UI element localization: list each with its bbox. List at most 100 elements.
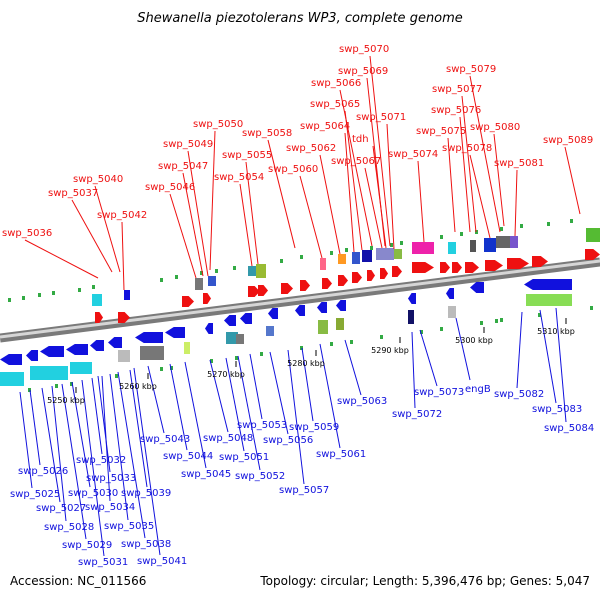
bottom-gene-label: swp_5048 <box>203 433 253 444</box>
feature-tick <box>495 319 498 323</box>
bottom-gene-arrow <box>224 315 236 326</box>
feature-tick <box>8 298 11 302</box>
leader-line <box>299 175 323 259</box>
leader-line <box>417 160 425 243</box>
feature-tick <box>160 278 163 282</box>
gene-block <box>236 334 244 344</box>
bottom-gene-label: swp_5073 <box>414 387 464 398</box>
feature-tick <box>330 251 333 255</box>
gene-block <box>266 326 274 336</box>
feature-tick <box>55 384 58 388</box>
bottom-gene-arrow <box>408 293 416 304</box>
feature-tick <box>260 352 263 356</box>
top-gene-arrow <box>452 262 462 273</box>
top-gene-arrow <box>532 256 548 267</box>
feature-tick <box>420 330 423 334</box>
gene-block <box>118 350 130 362</box>
top-gene-arrow <box>440 262 450 273</box>
top-gene-label: swp_5081 <box>494 158 544 169</box>
gene-block <box>184 342 190 354</box>
bottom-gene-label: swp_5063 <box>337 396 387 407</box>
feature-tick <box>175 275 178 279</box>
leader-line <box>469 75 501 233</box>
bottom-gene-label: swp_5059 <box>289 422 339 433</box>
leader-line <box>269 351 289 435</box>
gene-block <box>92 294 102 306</box>
leader-line <box>301 347 314 422</box>
leader-line <box>447 137 456 233</box>
gene-block <box>448 242 456 254</box>
leader-line <box>419 329 438 387</box>
feature-tick <box>480 321 483 325</box>
feature-tick <box>215 269 218 273</box>
top-gene-label: swp_5062 <box>286 143 336 154</box>
top-gene-label: swp_5055 <box>222 150 272 161</box>
top-gene-label: swp_5036 <box>2 228 52 239</box>
bottom-gene-label: swp_5043 <box>140 434 190 445</box>
top-gene-label: swp_5071 <box>356 112 406 123</box>
feature-tick <box>330 342 333 346</box>
gene-block <box>496 236 512 248</box>
leader-line <box>539 309 557 404</box>
top-gene-label: swp_5070 <box>339 44 389 55</box>
bottom-gene-arrow <box>40 346 64 357</box>
top-gene-label: swp_5058 <box>242 128 292 139</box>
leader-line <box>187 150 209 277</box>
leader-line <box>71 199 113 273</box>
gene-block <box>510 236 518 248</box>
top-gene-arrow <box>485 260 503 271</box>
leader-line <box>372 145 387 249</box>
feature-tick <box>280 259 283 263</box>
gene-block <box>586 228 600 242</box>
gene-block <box>408 310 414 324</box>
leader-line <box>117 371 146 539</box>
top-gene-label: swp_5074 <box>388 149 438 160</box>
gene-block <box>0 372 24 386</box>
gene-block <box>412 242 434 254</box>
feature-tick <box>115 374 118 378</box>
top-gene-arrow <box>203 293 211 304</box>
kbp-tick-label: 5280 kbp <box>287 359 325 368</box>
gene-block <box>256 264 266 278</box>
gene-block <box>195 278 203 290</box>
leader-line <box>516 311 523 389</box>
leader-line <box>19 391 33 489</box>
gene-block <box>208 276 216 286</box>
top-gene-arrow <box>322 278 332 289</box>
feature-tick <box>233 266 236 270</box>
leader-line <box>24 239 99 279</box>
bottom-gene-label: swp_5051 <box>219 452 269 463</box>
gene-block <box>470 240 476 252</box>
gene-block <box>70 362 92 374</box>
leader-line <box>287 349 305 485</box>
gene-block <box>376 248 394 260</box>
feature-tick <box>92 285 95 289</box>
bottom-gene-label: swp_5045 <box>181 469 231 480</box>
kbp-tick-label: 5250 kbp <box>47 396 85 405</box>
bottom-gene-arrow <box>26 350 38 361</box>
feature-tick <box>380 335 383 339</box>
gene-block <box>352 252 360 264</box>
feature-tick <box>520 224 523 228</box>
top-gene-label: swp_5078 <box>442 143 492 154</box>
bottom-gene-arrow <box>317 302 327 313</box>
top-gene-arrow <box>118 312 130 323</box>
gene-block <box>336 318 344 330</box>
top-gene-arrow <box>380 268 388 279</box>
feature-tick <box>52 291 55 295</box>
top-gene-arrow <box>465 262 479 273</box>
top-gene-label: swp_5080 <box>470 122 520 133</box>
bottom-gene-arrow <box>240 313 252 324</box>
feature-tick <box>460 232 463 236</box>
bottom-gene-arrow <box>108 337 122 348</box>
leader-line <box>109 373 129 521</box>
kbp-tick-label: 5310 kbp <box>537 327 575 336</box>
leader-line <box>267 139 296 249</box>
top-gene-arrow <box>248 286 260 297</box>
feature-tick <box>210 359 213 363</box>
leader-line <box>184 361 207 469</box>
leader-line <box>564 146 581 215</box>
gene-labels: swp_5036 swp_5037 swp_5040 swp_5042 swp_5046… <box>2 44 594 568</box>
leader-line <box>239 183 253 267</box>
leader-line <box>225 357 245 452</box>
